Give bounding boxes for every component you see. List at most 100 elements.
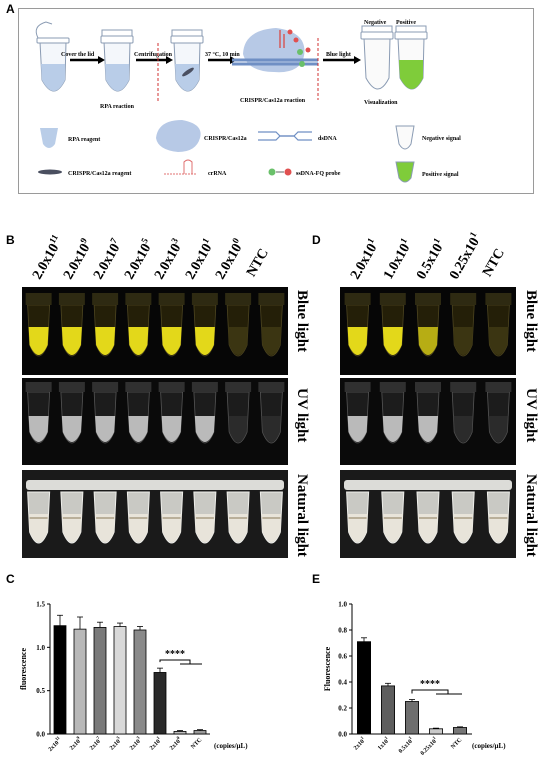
tube [226, 491, 250, 544]
tube [125, 382, 152, 444]
legend-probe: ssDNA-FQ probe [296, 171, 341, 177]
tube [193, 491, 217, 544]
d-conc-label: NTC [480, 246, 509, 280]
y-tick-label: 0.8 [338, 627, 347, 635]
tube [27, 491, 51, 544]
x-tick-label: 1x101 [375, 735, 392, 752]
b-conc-label: 2.0x100 [211, 236, 249, 283]
significance-bracket [159, 659, 191, 664]
x-tick-label: 2x103 [127, 735, 144, 752]
conc-base: 2.0x10 [91, 241, 124, 283]
x-unit-label: (copies/μL) [472, 742, 506, 750]
tube-negative [360, 25, 394, 90]
tube [450, 382, 477, 444]
d-conc-label: 0.25x101 [445, 230, 486, 283]
tube [125, 293, 152, 357]
label-b-uv: UV light [294, 388, 310, 443]
conc-base: 0.5x10 [414, 241, 447, 283]
dsdna-icon [258, 131, 312, 141]
y-tick-label: 1.0 [36, 644, 45, 652]
tube [379, 293, 406, 357]
y-tick-label: 1.5 [36, 601, 45, 609]
d-conc-label: 1.0x101 [379, 236, 417, 283]
panel-a-letter: A [6, 2, 15, 16]
b-conc-label: 2.0x105 [119, 236, 157, 283]
step-incubate: 37 °C, 10 min [205, 51, 240, 58]
bar [113, 626, 127, 735]
conc-base: 2.0x10 [182, 241, 215, 283]
b-conc-label: 2.0x101 [180, 236, 218, 283]
panel-c-letter: C [6, 572, 15, 586]
x-tick-exp: 11 [54, 735, 61, 742]
x-tick-label: 0.25x101 [418, 735, 440, 757]
y-tick-label: 0.2 [338, 705, 347, 713]
tube [25, 382, 52, 444]
tube [191, 382, 218, 444]
significance-stars: **** [165, 649, 185, 660]
tube [486, 491, 510, 544]
label-b-blue: Blue light [294, 290, 310, 353]
y-tick-label: 0.5 [36, 687, 45, 695]
neg-signal-icon [395, 125, 415, 150]
x-tick-exp: 1 [155, 735, 161, 741]
bar [429, 728, 444, 735]
bar [173, 730, 187, 735]
tube [415, 382, 441, 444]
d-conc-label: 2.0x101 [346, 236, 384, 283]
photo-d-natural [340, 470, 516, 558]
tube [451, 491, 475, 544]
x-tick-label: 2x107 [87, 735, 104, 752]
conc-base: 2.0x10 [152, 241, 185, 283]
b-conc-label: 2.0x107 [89, 236, 127, 283]
schematic-frame [18, 8, 534, 194]
tube [258, 293, 285, 357]
label-d-blue: Blue light [523, 290, 539, 353]
legend-neg: Negative signal [422, 136, 461, 142]
x-tick-exp: 1 [431, 735, 437, 741]
bar [73, 628, 87, 735]
panel-e-letter: E [312, 572, 321, 586]
significance-stars: **** [420, 679, 440, 690]
x-unit-label: (copies/μL) [214, 742, 248, 750]
bar [193, 730, 207, 735]
pos-signal-icon [395, 161, 415, 183]
step-cover: Cover the lid [61, 52, 95, 58]
panel-b-letter: B [6, 233, 15, 247]
y-tick-label: 0.6 [338, 653, 347, 661]
tube [485, 382, 512, 444]
negative-label: Negative [364, 20, 387, 26]
conc-base: 1.0x10 [381, 241, 414, 283]
tube [450, 293, 477, 357]
bar [93, 627, 107, 735]
bar [405, 701, 420, 735]
conc-base: 2.0x10 [121, 241, 154, 283]
label-d-natural: Natural light [523, 474, 539, 557]
tube-positive [394, 25, 428, 90]
tube [416, 491, 440, 544]
x-tick-label: NTC [450, 737, 463, 750]
x-tick-exp: 7 [95, 735, 101, 741]
y-axis-label: Fluorescence [323, 646, 332, 691]
y-tick-label: 0.0 [36, 731, 45, 739]
photo-d-blue [340, 287, 516, 375]
tube [225, 382, 252, 444]
conc-base: 2.0x10 [213, 241, 246, 283]
x-tick-label: 2x109 [67, 735, 84, 752]
conc-base: NTC [480, 246, 508, 280]
bar [133, 629, 147, 735]
photo-b-uv [22, 378, 288, 465]
photo-d-uv [340, 378, 516, 465]
x-tick-exp: 0 [175, 735, 181, 741]
rpa-reaction-label: RPA reaction [100, 104, 135, 110]
tube [93, 491, 117, 544]
tube-strip-lid [26, 480, 284, 490]
x-tick-label: 2x101 [147, 735, 164, 752]
chart-c: 0.00.51.01.5fluorescence2x10112x1092x107… [19, 601, 248, 753]
tube-crispr [170, 29, 204, 92]
tube [58, 293, 85, 357]
visualization-label: Visualization [364, 100, 398, 106]
cas12a-icon [156, 120, 201, 152]
step-centrifuge: Centrifugation [134, 52, 173, 58]
bar [381, 685, 396, 735]
tube [379, 382, 406, 444]
